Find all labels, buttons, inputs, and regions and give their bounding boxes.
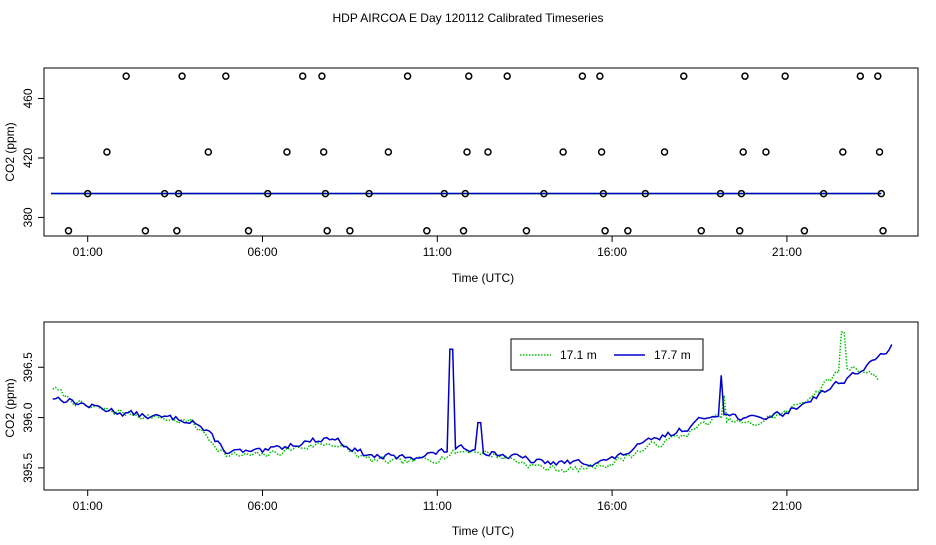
x-tick-label: 11:00 [423,245,452,259]
series-line [53,345,892,466]
x-tick-label: 01:00 [73,245,103,259]
data-point [523,228,529,234]
data-point [662,149,668,155]
data-point [300,73,306,79]
data-point [179,73,185,79]
legend-label-0: 17.1 m [560,348,597,362]
data-point [742,73,748,79]
scatter-panel: 01:00 06:00 11:00 16:00 21:00 380 420 460 Time… [3,68,918,285]
data-point [579,73,585,79]
data-point [405,73,411,79]
x-tick-label: 06:00 [247,245,277,259]
data-point [205,149,211,155]
data-point [142,228,148,234]
data-point [324,228,330,234]
data-point [65,228,71,234]
data-point [857,73,863,79]
x-tick-label: 21:00 [772,499,802,513]
x-axis-label: Time (UTC) [452,524,514,538]
data-point [485,149,491,155]
x-tick-label: 16:00 [597,245,627,259]
legend: 17.1 m 17.7 m [511,339,703,370]
data-point [464,149,470,155]
data-point [424,228,430,234]
legend-label-1: 17.7 m [654,348,691,362]
data-point [321,149,327,155]
data-point [223,73,229,79]
points-layer [65,73,886,234]
data-point [681,73,687,79]
y-tick-label: 395.5 [21,453,35,483]
y-tick-label: 396.0 [21,402,35,432]
x-tick-label: 21:00 [772,245,802,259]
x-tick-label: 11:00 [423,499,452,513]
y-axis: 395.5 396.0 396.5 [21,352,44,483]
plot-frame [44,322,918,490]
data-point [740,149,746,155]
data-point [597,73,603,79]
y-tick-label: 420 [21,148,35,168]
data-point [174,228,180,234]
x-axis-label: Time (UTC) [452,271,514,285]
data-point [599,149,605,155]
figure-title: HDP AIRCOA E Day 120112 Calibrated Times… [332,11,603,25]
series-layer [53,332,892,472]
data-point [602,228,608,234]
data-point [347,228,353,234]
data-point [625,228,631,234]
data-point [880,228,886,234]
data-point [123,73,129,79]
data-point [104,149,110,155]
x-tick-label: 01:00 [73,499,103,513]
y-axis-label: CO2 (ppm) [3,378,17,437]
y-tick-label: 396.5 [21,352,35,382]
x-axis: 01:00 06:00 11:00 16:00 21:00 [73,490,803,513]
data-point [737,228,743,234]
data-point [246,228,252,234]
data-point [782,73,788,79]
data-point [560,149,566,155]
data-point [875,73,881,79]
x-tick-label: 16:00 [597,499,627,513]
data-point [284,149,290,155]
data-point [698,228,704,234]
y-axis-label: CO2 (ppm) [3,122,17,181]
data-point [319,73,325,79]
data-point [840,149,846,155]
data-point [461,228,467,234]
data-point [763,149,769,155]
data-point [801,228,807,234]
x-tick-label: 06:00 [247,499,277,513]
timeseries-panel: 01:00 06:00 11:00 16:00 21:00 395.5 396.0 396.… [3,322,918,538]
data-point [466,73,472,79]
data-point [385,149,391,155]
plot-frame [44,68,918,236]
series-line [53,332,878,472]
data-point [504,73,510,79]
x-axis: 01:00 06:00 11:00 16:00 21:00 [73,236,803,259]
data-point [877,149,883,155]
y-tick-label: 380 [21,207,35,227]
y-axis: 380 420 460 [21,88,44,227]
y-tick-label: 460 [21,88,35,108]
